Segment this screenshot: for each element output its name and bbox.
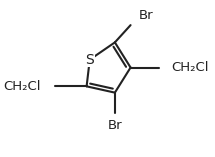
Text: S: S bbox=[85, 53, 94, 67]
Text: CH₂Cl: CH₂Cl bbox=[171, 61, 209, 74]
Text: Br: Br bbox=[108, 119, 122, 132]
Text: Br: Br bbox=[138, 9, 153, 22]
Text: CH₂Cl: CH₂Cl bbox=[4, 80, 41, 93]
